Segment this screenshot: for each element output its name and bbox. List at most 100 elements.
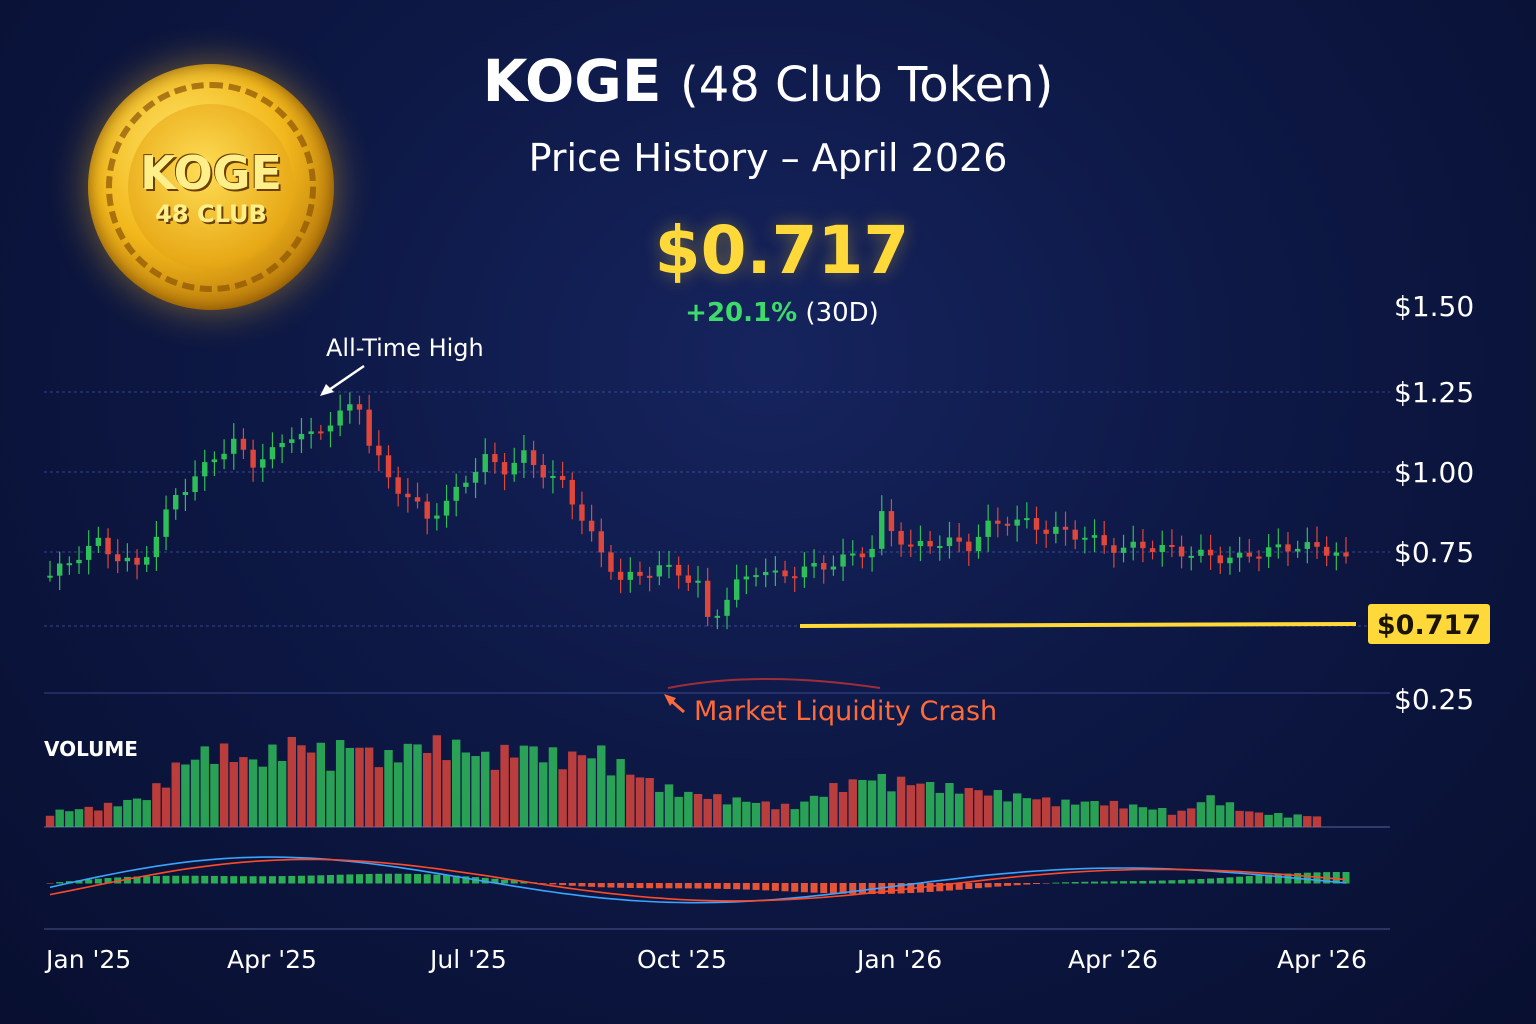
volume-bar: [277, 761, 287, 827]
candle-body: [608, 552, 614, 572]
candle-body: [240, 438, 247, 450]
macd-histogram-bar: [723, 883, 731, 889]
macd-histogram-bar: [549, 883, 557, 885]
volume-bar: [181, 764, 190, 827]
candle-body: [685, 575, 692, 583]
x-tick-label: Apr '25: [227, 945, 317, 974]
volume-bar: [452, 739, 461, 827]
volume-bar: [722, 804, 732, 827]
candle-body: [1314, 542, 1320, 547]
macd-signal-line: [49, 858, 1347, 902]
candle-body: [124, 557, 131, 562]
volume-bar: [742, 801, 751, 827]
price-badge-bg: [1368, 604, 1490, 644]
volume-bar: [229, 761, 238, 827]
candle-body: [1236, 552, 1243, 558]
macd-histogram-bar: [404, 873, 412, 884]
candle-body: [279, 442, 285, 448]
candle-body: [153, 536, 160, 558]
macd-histogram-bar: [491, 878, 499, 884]
volume-bar: [219, 743, 229, 827]
candle-body: [753, 575, 759, 578]
macd-histogram-bar: [1100, 881, 1108, 884]
volume-bar: [916, 783, 925, 827]
candle-body: [975, 536, 982, 552]
macd-histogram-bar: [239, 876, 247, 884]
candle-body: [1111, 545, 1117, 553]
candle-body: [85, 545, 92, 560]
x-tick-label: Jul '25: [428, 945, 507, 974]
candle-body: [801, 566, 808, 578]
volume-bar: [761, 801, 770, 827]
volume-bar: [239, 757, 248, 827]
volume-bar: [1245, 811, 1254, 827]
macd-histogram-bar: [1052, 882, 1060, 884]
macd-histogram-bar: [539, 883, 547, 884]
candle-body: [1004, 523, 1011, 526]
macd-histogram-bar: [1071, 882, 1079, 884]
macd-histogram-bar: [781, 883, 789, 892]
candle-body: [1265, 547, 1272, 557]
volume-bar: [838, 791, 848, 827]
volume-bar: [1109, 800, 1119, 827]
macd-histogram-bar: [974, 883, 982, 889]
macd-line: [49, 856, 1347, 904]
candle-body: [617, 571, 624, 580]
volume-bar: [55, 809, 64, 827]
volume-bar: [45, 815, 55, 827]
candle-body: [1227, 557, 1233, 564]
volume-bar: [1177, 810, 1186, 827]
macd-histogram-bar: [559, 883, 567, 886]
volume-bar: [568, 751, 577, 827]
volume-bar: [132, 798, 142, 827]
candle-body: [463, 482, 469, 487]
volume-bar: [94, 810, 103, 827]
macd-histogram-bar: [704, 883, 712, 889]
candle-body: [927, 540, 933, 547]
candle-body: [76, 559, 82, 564]
candle-body: [579, 504, 585, 521]
candle-body: [598, 531, 604, 553]
current-price-badge: $0.717: [1368, 604, 1490, 644]
volume-bar: [1254, 812, 1264, 827]
candle-body: [47, 575, 53, 578]
macd-histogram-bar: [104, 878, 112, 884]
volume-bar: [384, 750, 393, 827]
price-change-period: (30D): [805, 298, 879, 328]
macd-histogram-bar: [1265, 874, 1273, 884]
volume-bar: [1225, 802, 1235, 827]
y-tick-label: $0.25: [1394, 683, 1474, 716]
volume-bar: [364, 747, 374, 827]
volume-bar: [123, 799, 132, 827]
candle-body: [1033, 518, 1040, 530]
candle-body: [666, 564, 672, 567]
candle-body: [1188, 555, 1194, 558]
macd-histogram-bar: [423, 874, 431, 884]
macd-histogram-bar: [800, 883, 808, 893]
volume-bar: [713, 794, 722, 827]
macd-histogram-bar: [123, 876, 131, 884]
coin-face: [128, 104, 294, 270]
candle-body: [347, 404, 353, 411]
volume-bar: [587, 758, 596, 827]
candle-body: [1082, 537, 1088, 540]
macd-histogram-bar: [684, 883, 692, 889]
macd-histogram-bar: [1149, 880, 1157, 884]
candle-body: [192, 476, 198, 492]
price-change: +20.1% (30D): [0, 298, 1536, 328]
candle-body: [830, 566, 837, 570]
page-title: KOGE (48 Club Token): [0, 46, 1536, 120]
candle-body: [850, 553, 856, 556]
candle-body: [1275, 544, 1281, 548]
volume-bar: [1138, 807, 1148, 827]
candle-body: [1062, 526, 1069, 530]
macd-histogram-bar: [1342, 872, 1350, 884]
macd-histogram-bar: [307, 875, 315, 884]
macd-histogram-bar: [181, 875, 189, 884]
volume-bar: [858, 779, 867, 827]
candle-body: [714, 615, 721, 618]
candle-body: [289, 439, 295, 443]
macd-histogram-bar: [385, 873, 393, 884]
volume-bar: [1158, 807, 1167, 827]
